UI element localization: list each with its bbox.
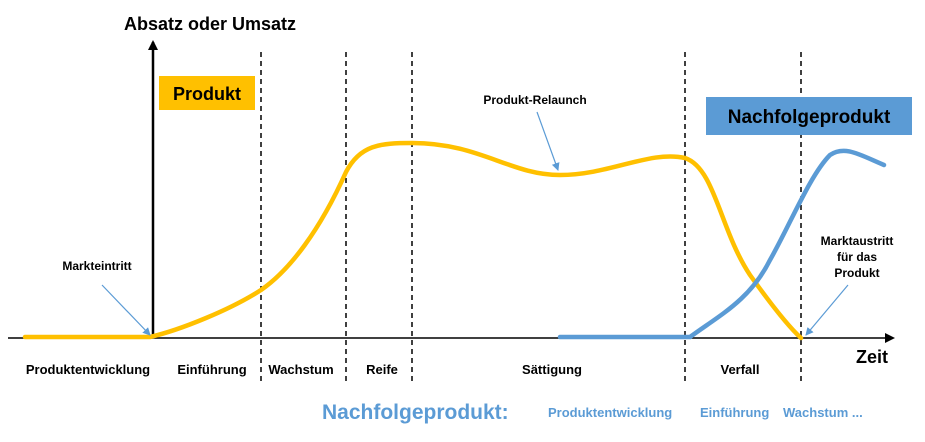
marktaustritt-arrow <box>805 284 849 336</box>
successor-phase-einfuehrung: Einführung <box>700 405 769 420</box>
produkt-box <box>159 76 255 110</box>
relaunch-arrow <box>536 111 560 171</box>
successor-phase-wachstum: Wachstum ... <box>783 405 863 420</box>
nachfolgeprodukt-box <box>706 97 912 135</box>
phase-label-verfall: Verfall <box>720 362 759 377</box>
successor-phases-title: Nachfolgeprodukt: <box>322 401 509 424</box>
product-lifecycle-curve <box>22 140 804 341</box>
markteintritt-arrow <box>101 284 151 336</box>
nachfolgeprodukt-label: Nachfolgeprodukt <box>728 107 891 128</box>
phase-label-einfuehrung: Einführung <box>177 362 246 377</box>
marktaustritt-label-line3: Produkt <box>834 266 879 280</box>
phase-label-saettigung: Sättigung <box>522 362 582 377</box>
produkt-label: Produkt <box>173 84 241 104</box>
phase-label-wachstum: Wachstum <box>268 362 333 377</box>
y-axis-label: Absatz oder Umsatz <box>124 14 296 34</box>
x-axis-label: Zeit <box>856 347 888 367</box>
phase-labels: Produktentwicklung Einführung Wachstum R… <box>26 362 760 377</box>
relaunch-label: Produkt-Relaunch <box>483 93 586 107</box>
successor-phase-produktentwicklung: Produktentwicklung <box>548 405 672 420</box>
phase-label-reife: Reife <box>366 362 398 377</box>
phase-label-produktentwicklung: Produktentwicklung <box>26 362 150 377</box>
marktaustritt-label-line1: Marktaustritt <box>821 234 894 248</box>
successor-product-curve <box>557 148 887 340</box>
successor-phase-items: Produktentwicklung Einführung Wachstum .… <box>548 405 863 420</box>
markteintritt-label: Markteintritt <box>62 259 131 273</box>
marktaustritt-label-line2: für das <box>837 250 877 264</box>
